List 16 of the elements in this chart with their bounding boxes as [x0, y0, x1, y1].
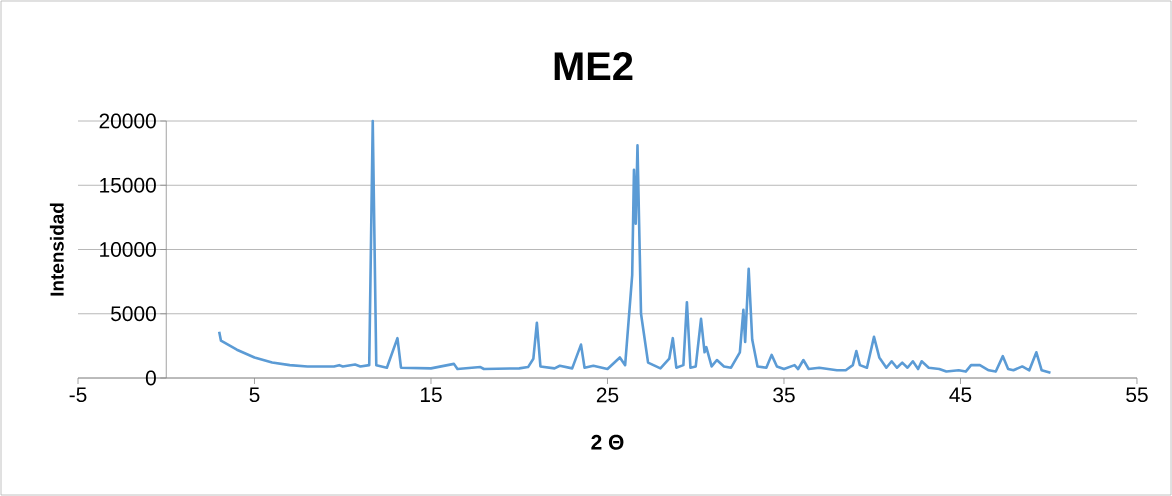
- x-tick-label: 25: [596, 387, 619, 403]
- x-tick-label: 45: [949, 387, 972, 403]
- x-tick-label: 5: [249, 387, 260, 403]
- y-tick-label: 0: [145, 370, 156, 386]
- x-tick-label: 35: [773, 387, 795, 403]
- x-tick-label: 15: [420, 387, 442, 403]
- x-tick-label: 55: [1126, 387, 1148, 403]
- x-tick-label: -5: [69, 387, 87, 403]
- y-tick-label: 15000: [100, 177, 156, 193]
- y-tick-label: 20000: [99, 113, 156, 129]
- chart-title: ME2: [554, 52, 633, 80]
- y-tick-label: 10000: [100, 242, 156, 257]
- x-axis-title: 2 Θ: [591, 434, 624, 450]
- y-axis-title: Intensidad: [49, 203, 64, 296]
- y-tick-label: 5000: [111, 306, 156, 322]
- line-series: [217, 119, 1052, 375]
